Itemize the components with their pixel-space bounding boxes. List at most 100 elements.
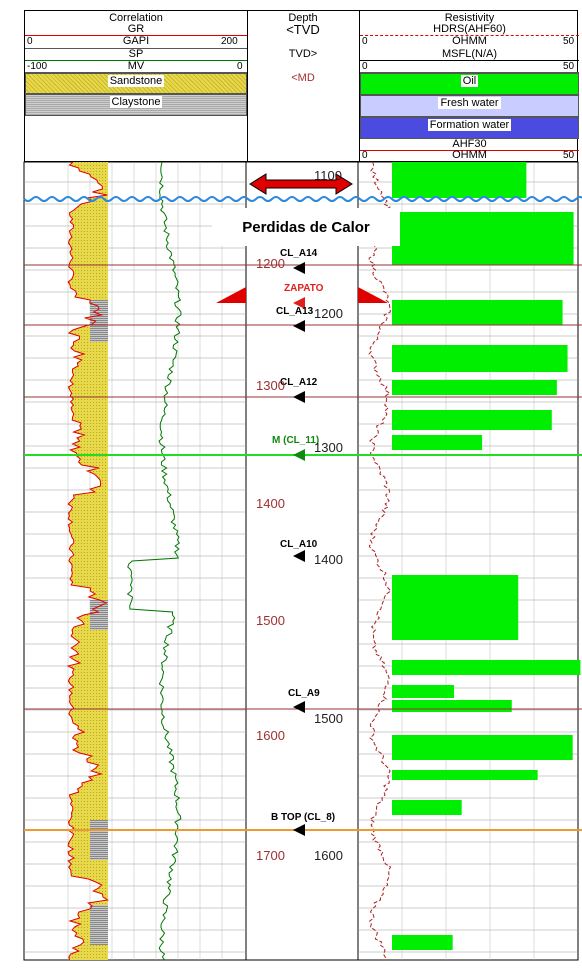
marker-label-4: CL_A12 [280,377,318,388]
double-arrow [249,173,353,195]
marker-arrow [293,391,305,403]
oil-fill [392,435,483,450]
sandstone-fill [68,162,108,960]
ahf30-label: AHF30 [452,138,487,150]
ahf30-unit: OHMM [452,149,487,161]
correlation-title: Correlation [109,12,163,24]
oil-fill [392,770,538,780]
oil-fill [392,300,563,325]
marker-arrow [293,320,305,332]
claystone-fill [90,820,108,860]
legend-claystone-label: Claystone [109,96,163,108]
zapato-left-triangle [216,287,246,303]
hdrs-unit: OHMM [452,35,487,47]
depth-md-label: 1500 [256,613,285,628]
marker-label-8: B TOP (CL_8) [271,812,336,823]
gr-max: 200 [221,36,238,47]
track-fills [68,162,581,960]
legend-formation-water: Formation water [360,117,579,139]
marker-label-6: CL_A10 [280,539,318,550]
zapato-right-triangle [358,287,388,303]
hdrs-max: 50 [563,36,575,47]
wavy-line [23,196,582,202]
legend-oil: Oil [360,73,579,95]
depth-md-label: 1600 [256,728,285,743]
oil-fill [392,410,552,430]
gr-label: GR [127,23,145,35]
ahf30-curve-line-key [360,150,579,151]
hdrs-curve-line-key [360,35,579,36]
sp-max: 0 [237,61,243,72]
oil-fill [392,345,568,372]
oil-fill [392,162,527,198]
depth-md-label: 1700 [256,848,285,863]
claystone-fill [90,600,108,630]
sp-label: SP [128,48,144,60]
marker-label-2: ZAPATO [284,283,324,294]
ahf30-min: 0 [362,150,368,161]
msfl-label: MSFL(N/A) [442,48,497,60]
sp-curve [126,161,182,961]
ahf30-max: 50 [563,150,575,161]
sp-unit: MV [127,60,145,72]
tvd-down-label: TVD> [288,48,318,60]
resistivity-title: Resistivity [444,12,495,24]
tvd-up-label: <TVD [286,22,320,37]
divider [25,48,247,49]
gr-min: 0 [27,36,33,47]
resistivity-track [357,161,579,961]
legend-sandstone: Sandstone [25,73,247,94]
marker-arrow [293,262,305,274]
depth-tvd-label: 1500 [314,711,343,726]
marker-label-5: M (CL_11) [272,435,320,446]
gr-curve-line-key [25,35,247,36]
depth-tvd-label: 1200 [314,306,343,321]
marker-arrow [293,297,305,309]
legend-formation-water-label: Formation water [427,119,512,131]
track-curves [66,161,392,961]
hdrs-min: 0 [362,36,368,47]
track-markers [23,173,582,836]
legend-fresh-water-label: Fresh water [438,97,501,109]
gr-unit: GAPI [122,35,150,47]
divider [25,72,247,73]
legend-sandstone-label: Sandstone [107,75,165,87]
depth-md-label: 1200 [256,256,285,271]
divider [359,11,360,161]
log-header: Correlation GR 0 GAPI 200 SP -100 MV 0 S… [24,10,579,162]
claystone-fill [90,905,108,945]
depth-title: Depth [288,12,318,24]
marker-arrow [293,550,305,562]
hdrs-label: HDRS(AHF60) [433,23,506,35]
depth-md-label: 1300 [256,378,285,393]
marker-label-3: CL_A13 [276,306,314,317]
gr-curve [66,161,109,961]
oil-fill [392,212,574,265]
legend-oil-label: Oil [460,75,479,87]
oil-fill [392,660,581,675]
marker-arrow [293,824,305,836]
sp-curve-line-key [25,60,247,61]
legend-fresh-water: Fresh water [360,95,579,117]
depth-md-label: 1400 [256,496,285,511]
msfl-curve-line-key [360,60,579,61]
oil-fill [392,935,453,950]
oil-fill [392,735,573,760]
hdrs-curve [368,161,392,961]
marker-label-7: CL_A9 [288,688,320,699]
depth-tvd-label: 1100 [314,168,342,183]
heat-loss-callout: Perdidas de Calor [212,208,400,246]
depth-tvd-label: 1600 [314,848,343,863]
sp-min: -100 [27,61,48,72]
legend-claystone: Claystone [25,94,247,116]
oil-fill [392,685,455,698]
depth-tvd-label: 1300 [314,440,343,455]
marker-arrow [293,701,305,713]
msfl-max: 50 [563,61,575,72]
oil-fill [392,700,512,712]
claystone-fill [90,300,108,342]
oil-fill [392,575,519,640]
depth-tvd-label: 1400 [314,552,343,567]
md-label: <MD [291,72,315,84]
